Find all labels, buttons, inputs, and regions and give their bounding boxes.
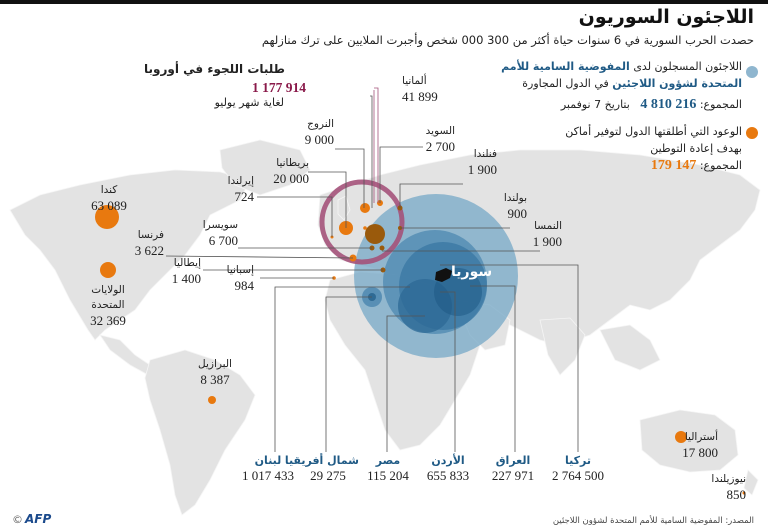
- newzealand-bubble: [742, 491, 746, 495]
- north-africa-line: [325, 296, 372, 452]
- label-austria: النمسا 1 900: [532, 220, 562, 249]
- syria-shape: [435, 268, 452, 282]
- syria-label: سوريا: [451, 264, 493, 280]
- label-france: فرنسا 3 622: [134, 229, 164, 258]
- asylum-total: 1 177 914: [252, 80, 306, 95]
- asylum-subtitle: لغاية شهر يوليو: [214, 96, 284, 109]
- austria-bubble: [379, 245, 385, 251]
- label-ireland: إيرلندا 724: [227, 175, 254, 204]
- label-brazil: البرازيل 8 387: [198, 358, 232, 387]
- turkey-line: [440, 264, 579, 452]
- label-lebanon: لبنان 1 017 433: [242, 454, 294, 483]
- brazil-bubble: [208, 396, 216, 404]
- canada-bubble: [95, 205, 119, 229]
- label-usa: الولايات المتحدة 32 369: [90, 284, 126, 328]
- label-egypt: مصر 115 204: [367, 454, 409, 483]
- label-sweden: السويد 2 700: [425, 125, 455, 154]
- leader-lines: [165, 87, 579, 452]
- legend-resettlement-total: 179 147: [650, 158, 697, 173]
- iraq-line: [470, 285, 516, 452]
- legend-orange-dot: [746, 127, 758, 139]
- label-iraq: العراق 227 971: [491, 454, 535, 483]
- legend-unhcr-line2: في الدول المجاورة: [522, 77, 613, 90]
- legend-unhcr-date: بتاريخ 7 نوفمبر: [560, 98, 630, 111]
- legend-unhcr-total: 4 810 216: [640, 97, 697, 112]
- europe-asylum-ring: [319, 179, 405, 265]
- jordan-line: [440, 291, 456, 452]
- legend-blue-dot: [746, 66, 758, 78]
- usa-bubble: [100, 262, 116, 278]
- lebanon-line: [274, 286, 410, 452]
- legend-unhcr-line1-hl: المفوضية السامية للأمم: [501, 60, 630, 73]
- label-jordan: الأردن 655 833: [426, 454, 470, 483]
- afp-logo: © AFP: [12, 512, 52, 526]
- source-note: المصدر: المفوضية السامية للأمم المتحدة ل…: [552, 516, 754, 526]
- germany-bubble: [365, 224, 385, 244]
- label-switzerland: سويسرا 6 700: [202, 219, 238, 248]
- legend-unhcr: اللاجئون المسجلون لدى المفوضية السامية ل…: [501, 58, 742, 113]
- asylum-title: طلبات اللجوء في أوروبا: [144, 62, 285, 76]
- label-spain: إسبانيا 984: [226, 264, 254, 293]
- legend-unhcr-line2-hl: المتحدة لشؤون اللاجئين: [612, 77, 742, 90]
- label-germany: ألمانيا 41 899: [402, 75, 438, 104]
- norway-bubble: [360, 203, 370, 213]
- legend-unhcr-line1: اللاجئون المسجلون لدى: [629, 60, 742, 73]
- top-bar: [0, 0, 768, 4]
- page-subtitle: حصدت الحرب السورية في 6 سنوات حياة أكثر …: [261, 33, 754, 47]
- legend-resettlement-total-label: المجموع:: [699, 159, 742, 172]
- label-norway: النروج 9 000: [304, 118, 334, 147]
- label-canada: كندا 63 089: [91, 184, 127, 213]
- label-uk: بريطانيا 20 000: [273, 157, 309, 186]
- label-italy: إيطاليا 1 400: [171, 257, 201, 286]
- legend-resettlement-line2: بهدف إعادة التوطين: [650, 142, 742, 155]
- label-poland: بولندا 900: [503, 192, 527, 221]
- legend-resettlement: الوعود التي أطلقتها الدول لتوفير أماكن ب…: [565, 123, 742, 174]
- page-title: اللاجئون السوريون: [578, 6, 754, 28]
- legend-unhcr-total-label: المجموع:: [699, 98, 742, 111]
- label-finland: فنلندا 1 900: [467, 148, 497, 177]
- label-turkey: تركيا 2 764 500: [552, 454, 604, 483]
- label-north-africa: شمال أفريقيا 29 275: [284, 454, 359, 483]
- label-newzealand: نيوزيلندا 850: [711, 473, 746, 502]
- australia-bubble: [675, 431, 687, 443]
- egypt-line: [386, 315, 425, 452]
- label-australia: أستراليا 17 800: [682, 431, 718, 460]
- legend-resettlement-line1: الوعود التي أطلقتها الدول لتوفير أماكن: [565, 125, 742, 138]
